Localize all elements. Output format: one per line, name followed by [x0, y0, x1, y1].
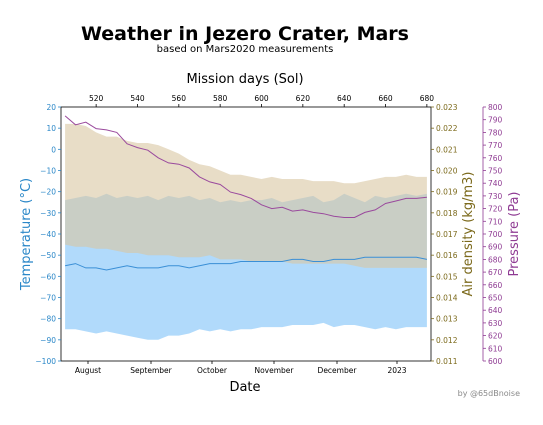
- pressure-tick-label: 770: [488, 141, 503, 150]
- sol-tick-label: 580: [213, 94, 228, 103]
- axes: 20 10 0 −10 −20 −30 −40 −50 −60 −70 −80 −90 −100 0.02…: [35, 94, 502, 375]
- air-density-range-band: [65, 123, 427, 268]
- month-tick-label: December: [318, 366, 358, 375]
- temperature-tick-label: −40: [40, 230, 56, 239]
- temperature-tick-label: −70: [40, 294, 56, 303]
- pressure-tick-label: 610: [488, 344, 503, 353]
- month-tick-label: November: [254, 366, 294, 375]
- pressure-tick-label: 790: [488, 116, 503, 125]
- density-tick-label: 0.021: [436, 145, 458, 154]
- pressure-tick-label: 630: [488, 319, 503, 328]
- pressure-axis-title: Pressure (Pa): [507, 191, 522, 276]
- density-tick-label: 0.013: [436, 315, 458, 324]
- chart-subtitle: based on Mars2020 measurements: [157, 44, 334, 55]
- pressure-tick-label: 740: [488, 179, 503, 188]
- density-tick-label: 0.018: [436, 209, 458, 218]
- pressure-tick-label: 760: [488, 154, 503, 163]
- x-axis-title: Date: [229, 380, 260, 395]
- temperature-tick-label: −80: [40, 315, 56, 324]
- temperature-tick-label: −10: [40, 167, 56, 176]
- pressure-tick-label: 670: [488, 268, 503, 277]
- sol-tick-label: 660: [378, 94, 393, 103]
- pressure-tick-label: 700: [488, 230, 503, 239]
- temperature-axis-title: Temperature (°C): [19, 178, 34, 291]
- pressure-tick-label: 660: [488, 281, 503, 290]
- density-axis-title: Air density (kg/m3): [461, 171, 476, 296]
- pressure-tick-label: 730: [488, 192, 503, 201]
- pressure-tick-label: 640: [488, 306, 503, 315]
- pressure-tick-label: 800: [488, 103, 503, 112]
- temperature-tick-label: −20: [40, 188, 56, 197]
- density-tick-label: 0.015: [436, 272, 458, 281]
- sol-tick-label: 680: [420, 94, 435, 103]
- temperature-tick-label: 10: [46, 124, 56, 133]
- density-tick-label: 0.023: [436, 103, 458, 112]
- temperature-tick-label: −60: [40, 272, 56, 281]
- pressure-tick-label: 600: [488, 357, 503, 366]
- mean-pressure-line: [64, 115, 427, 218]
- month-tick-label: September: [130, 366, 172, 375]
- temperature-tick-label: 20: [46, 103, 56, 112]
- temperature-tick-label: 0: [51, 145, 56, 154]
- month-tick-label: August: [75, 366, 101, 375]
- sol-tick-label: 620: [296, 94, 311, 103]
- pressure-tick-label: 680: [488, 255, 503, 264]
- pressure-tick-label: 620: [488, 332, 503, 341]
- density-tick-label: 0.014: [436, 294, 458, 303]
- pressure-tick-label: 780: [488, 128, 503, 137]
- density-tick-label: 0.012: [436, 336, 458, 345]
- temperature-tick-label: −90: [40, 336, 56, 345]
- pressure-tick-label: 710: [488, 217, 503, 226]
- month-tick-label: 2023: [387, 366, 406, 375]
- pressure-tick-label: 720: [488, 205, 503, 214]
- density-tick-label: 0.019: [436, 188, 458, 197]
- month-tick-label: October: [197, 366, 228, 375]
- pressure-tick-label: 750: [488, 167, 503, 176]
- density-tick-label: 0.017: [436, 230, 458, 239]
- sol-tick-label: 540: [130, 94, 145, 103]
- sol-tick-label: 640: [337, 94, 352, 103]
- temperature-tick-label: −50: [40, 251, 56, 260]
- pressure-tick-label: 650: [488, 294, 503, 303]
- plot-area: [64, 115, 427, 340]
- density-tick-label: 0.022: [436, 124, 458, 133]
- sol-tick-label: 560: [172, 94, 187, 103]
- sol-tick-label: 600: [254, 94, 269, 103]
- top-axis-title: Mission days (Sol): [186, 72, 303, 87]
- temperature-tick-label: −30: [40, 209, 56, 218]
- density-tick-label: 0.016: [436, 251, 458, 260]
- mean-temperature-line: [64, 256, 427, 271]
- chart-title: Weather in Jezero Crater, Mars: [81, 23, 409, 45]
- credit-text: by @65dBnoise: [458, 389, 520, 398]
- pressure-tick-label: 690: [488, 243, 503, 252]
- density-tick-label: 0.020: [436, 167, 458, 176]
- density-tick-label: 0.011: [436, 357, 458, 366]
- sol-tick-label: 520: [89, 94, 104, 103]
- temperature-tick-label: −100: [35, 357, 56, 366]
